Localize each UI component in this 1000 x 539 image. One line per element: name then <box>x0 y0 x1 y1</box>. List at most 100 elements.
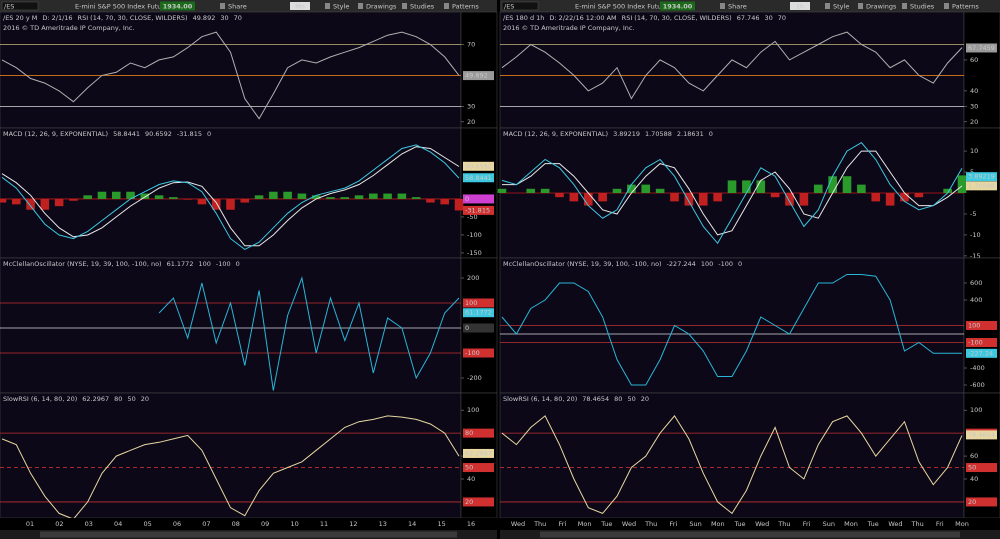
value-box <box>966 338 997 348</box>
x-tick-label: 05 <box>143 520 151 528</box>
value-box-label: 20 <box>465 498 473 506</box>
value-box <box>966 181 997 191</box>
histogram-bar <box>770 193 780 198</box>
value-box-label: 50 <box>465 464 473 472</box>
value-box <box>463 298 494 308</box>
histogram-bar <box>183 198 192 200</box>
style-button[interactable]: Style <box>833 3 849 11</box>
share-button[interactable]: Share <box>728 3 747 11</box>
x-tick-label: 01 <box>26 520 34 528</box>
x-tick-label: Wed <box>888 520 902 528</box>
patterns-icon[interactable] <box>444 3 449 9</box>
histogram-bar <box>914 193 924 198</box>
studies-button[interactable]: Studies <box>410 3 435 11</box>
histogram-bar <box>0 198 7 203</box>
study-readout: 90.6592 <box>145 130 172 138</box>
histogram-bar <box>641 184 651 193</box>
value-box <box>966 430 997 440</box>
style-icon[interactable] <box>825 3 830 9</box>
x-tick-label: Mon <box>578 520 592 528</box>
timeframe-box[interactable] <box>790 2 810 10</box>
histogram-bar <box>83 195 92 199</box>
value-box-label: 61.1772 <box>465 309 492 317</box>
timeframe-box[interactable] <box>290 2 310 10</box>
value-box <box>463 173 494 183</box>
x-tick-label: Thu <box>910 520 923 528</box>
symbol-box[interactable] <box>501 1 539 11</box>
chart-name: /ES 180 d 1h <box>503 14 544 22</box>
scrollbar-thumb[interactable] <box>40 531 457 538</box>
study-readout: -100 <box>216 260 231 268</box>
symbol-box[interactable] <box>1 1 39 11</box>
style-icon[interactable] <box>325 3 330 9</box>
value-box-label: 49.892 <box>465 72 488 80</box>
share-button[interactable]: Share <box>228 3 247 11</box>
y-tick-label: -50 <box>467 213 478 221</box>
value-box-label: 0 <box>465 324 469 332</box>
histogram-bar <box>627 184 636 193</box>
histogram-bar <box>240 198 250 203</box>
y-tick-label: -600 <box>970 381 985 389</box>
indicator-line <box>158 276 460 391</box>
study-title[interactable]: RSI (14, 70, 30, CLOSE, WILDERS) <box>622 14 732 22</box>
study-readout: 0 <box>207 130 211 138</box>
study-title[interactable]: SlowRSI (6, 14, 80, 20) <box>503 395 577 403</box>
study-title[interactable]: MACD (12, 26, 9, EXPONENTIAL) <box>503 130 608 138</box>
style-button[interactable]: Style <box>333 3 349 11</box>
toolbar <box>500 0 1000 12</box>
histogram-bar <box>540 188 550 193</box>
histogram-bar <box>126 191 135 199</box>
study-readout: -227.244 <box>667 260 696 268</box>
chart-name: /ES 20 y M <box>3 14 37 22</box>
study-title[interactable]: RSI (14, 70, 30, CLOSE, WILDERS) <box>78 14 188 22</box>
patterns-button[interactable]: Patterns <box>952 3 979 11</box>
indicator-line <box>501 274 962 386</box>
drawings-button[interactable]: Drawings <box>366 3 397 11</box>
study-title[interactable]: MACD (12, 26, 9, EXPONENTIAL) <box>3 130 108 138</box>
value-box-label: -31.815 <box>465 206 490 214</box>
study-readout: 50 <box>127 395 135 403</box>
study-title[interactable]: SlowRSI (6, 14, 80, 20) <box>3 395 77 403</box>
drawings-icon[interactable] <box>358 3 363 9</box>
drawings-icon[interactable] <box>858 3 863 9</box>
histogram-bar <box>340 197 350 199</box>
x-tick-label: Thu <box>644 520 657 528</box>
y-tick-label: 70 <box>467 40 475 48</box>
share-icon[interactable] <box>720 3 725 9</box>
histogram-bar <box>598 193 607 202</box>
value-box <box>966 348 997 358</box>
studies-icon[interactable] <box>902 3 907 9</box>
study-readout: 20 <box>641 395 649 403</box>
studies-icon[interactable] <box>402 3 407 9</box>
indicator-line <box>501 31 963 100</box>
value-box <box>966 172 997 182</box>
histogram-bar <box>555 193 564 198</box>
histogram-bar <box>283 191 292 199</box>
histogram-bar <box>957 175 967 193</box>
histogram-bar <box>799 193 809 206</box>
price: 1934.00 <box>163 3 193 11</box>
patterns-button[interactable]: Patterns <box>452 3 479 11</box>
study-readout: -100 <box>718 260 733 268</box>
x-tick-label: 04 <box>114 520 122 528</box>
share-icon[interactable] <box>220 3 225 9</box>
histogram-bar <box>612 188 622 193</box>
y-tick-label: 40 <box>970 87 978 95</box>
y-tick-label: -100 <box>467 231 482 239</box>
histogram-bar <box>354 195 364 199</box>
timeframe[interactable]: Mo <box>295 3 305 11</box>
scrollbar-thumb[interactable] <box>540 531 960 538</box>
study-title[interactable]: McClellanOscillator (NYSE, 19, 39, 100, … <box>503 260 662 268</box>
study-title[interactable]: McClellanOscillator (NYSE, 19, 39, 100, … <box>3 260 162 268</box>
histogram-bar <box>900 193 909 202</box>
study-readout: 3.89219 <box>613 130 640 138</box>
drawings-button[interactable]: Drawings <box>866 3 897 11</box>
value-box <box>463 348 494 358</box>
patterns-icon[interactable] <box>944 3 949 9</box>
timeframe[interactable]: 1h <box>796 3 804 11</box>
value-box <box>463 161 494 171</box>
indicator-line <box>501 415 963 515</box>
studies-button[interactable]: Studies <box>910 3 935 11</box>
histogram-bar <box>670 193 679 202</box>
histogram-bar <box>785 193 794 206</box>
